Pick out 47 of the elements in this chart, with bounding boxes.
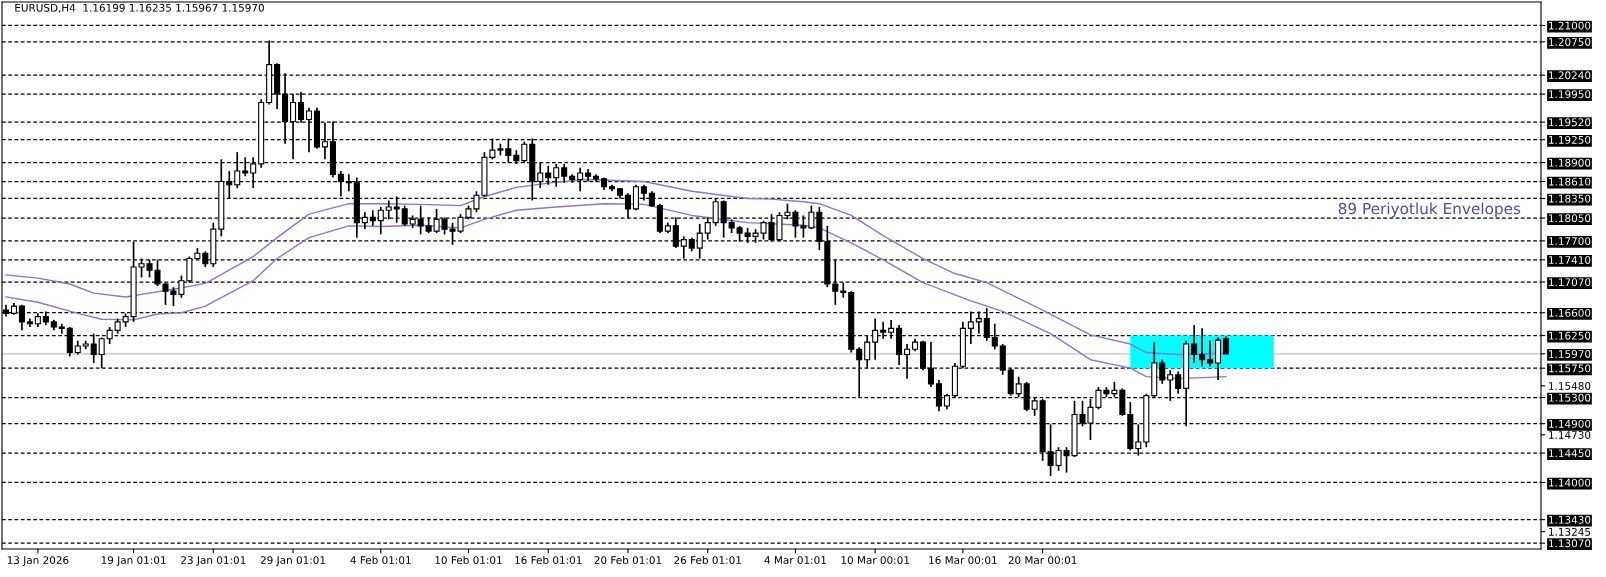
y-tick-label: 1.19250 <box>1549 135 1591 144</box>
candlestick <box>1175 370 1182 395</box>
x-tick-label: 4 Mar 01:01 <box>764 556 826 565</box>
y-tick-label: 1.18050 <box>1549 214 1591 223</box>
y-tick-label: 1.20750 <box>1549 38 1591 46</box>
x-tick-label: 16 Mar 00:01 <box>929 556 997 565</box>
y-tick-label: 1.20240 <box>1549 71 1591 80</box>
y-tick-label: 1.16600 <box>1549 308 1591 317</box>
y-tick-label: 1.17410 <box>1549 256 1591 264</box>
x-tick-label: 20 Mar 00:01 <box>1008 556 1077 565</box>
y-tick-label: 1.15480 <box>1549 382 1591 390</box>
x-tick-label: 29 Jan 01:01 <box>260 556 326 566</box>
x-tick-label: 10 Feb 01:01 <box>435 555 502 565</box>
y-tick-label: 1.17070 <box>1549 278 1591 287</box>
candlestick <box>840 281 847 299</box>
x-tick-label: 10 Mar 00:01 <box>841 556 909 565</box>
x-tick-label: 26 Feb 01:01 <box>674 555 741 565</box>
y-tick-label: 1.13070 <box>1549 539 1591 548</box>
candlestick <box>967 310 974 345</box>
y-tick-label: 1.15750 <box>1549 364 1591 373</box>
candlestick <box>1207 339 1214 368</box>
y-tick-label: 1.15300 <box>1549 393 1591 402</box>
y-tick-label: 1.17700 <box>1549 237 1591 246</box>
y-tick-label: 1.14450 <box>1549 449 1591 458</box>
y-tick-label: 1.19520 <box>1549 118 1591 127</box>
y-tick-label: 1.13430 <box>1549 515 1591 524</box>
y-tick-label: 1.15970 <box>1549 350 1591 358</box>
y-tick-label: 1.21000 <box>1549 21 1591 30</box>
x-tick-label: 13 Jan 2026 <box>7 556 69 566</box>
y-tick-label: 1.14730 <box>1549 431 1591 439</box>
x-tick-label: 19 Jan 01:01 <box>101 556 166 566</box>
x-tick-label: 20 Feb 01:01 <box>594 555 662 565</box>
candlestick <box>545 165 552 186</box>
candlestick <box>561 163 568 184</box>
y-tick-label: 1.19950 <box>1549 90 1591 99</box>
annotation: 89 Periyotluk Envelopes <box>1338 202 1521 218</box>
chart-title: EURUSD,H4 1.16199 1.16235 1.15967 1.15970 <box>15 3 264 13</box>
y-tick-label: 1.14000 <box>1549 478 1591 487</box>
y-tick-label: 1.16250 <box>1549 331 1591 340</box>
y-tick-label: 1.18350 <box>1549 194 1591 203</box>
x-tick-label: 4 Feb 01:01 <box>350 555 411 565</box>
x-tick-label: 16 Feb 01:01 <box>515 555 582 565</box>
y-tick-label: 1.18900 <box>1549 158 1591 167</box>
y-tick-label: 1.14900 <box>1549 419 1591 428</box>
y-tick-label: 1.18610 <box>1549 177 1591 186</box>
y-tick-label: 1.13245 <box>1549 527 1591 536</box>
x-tick-label: 23 Jan 01:01 <box>181 556 246 566</box>
